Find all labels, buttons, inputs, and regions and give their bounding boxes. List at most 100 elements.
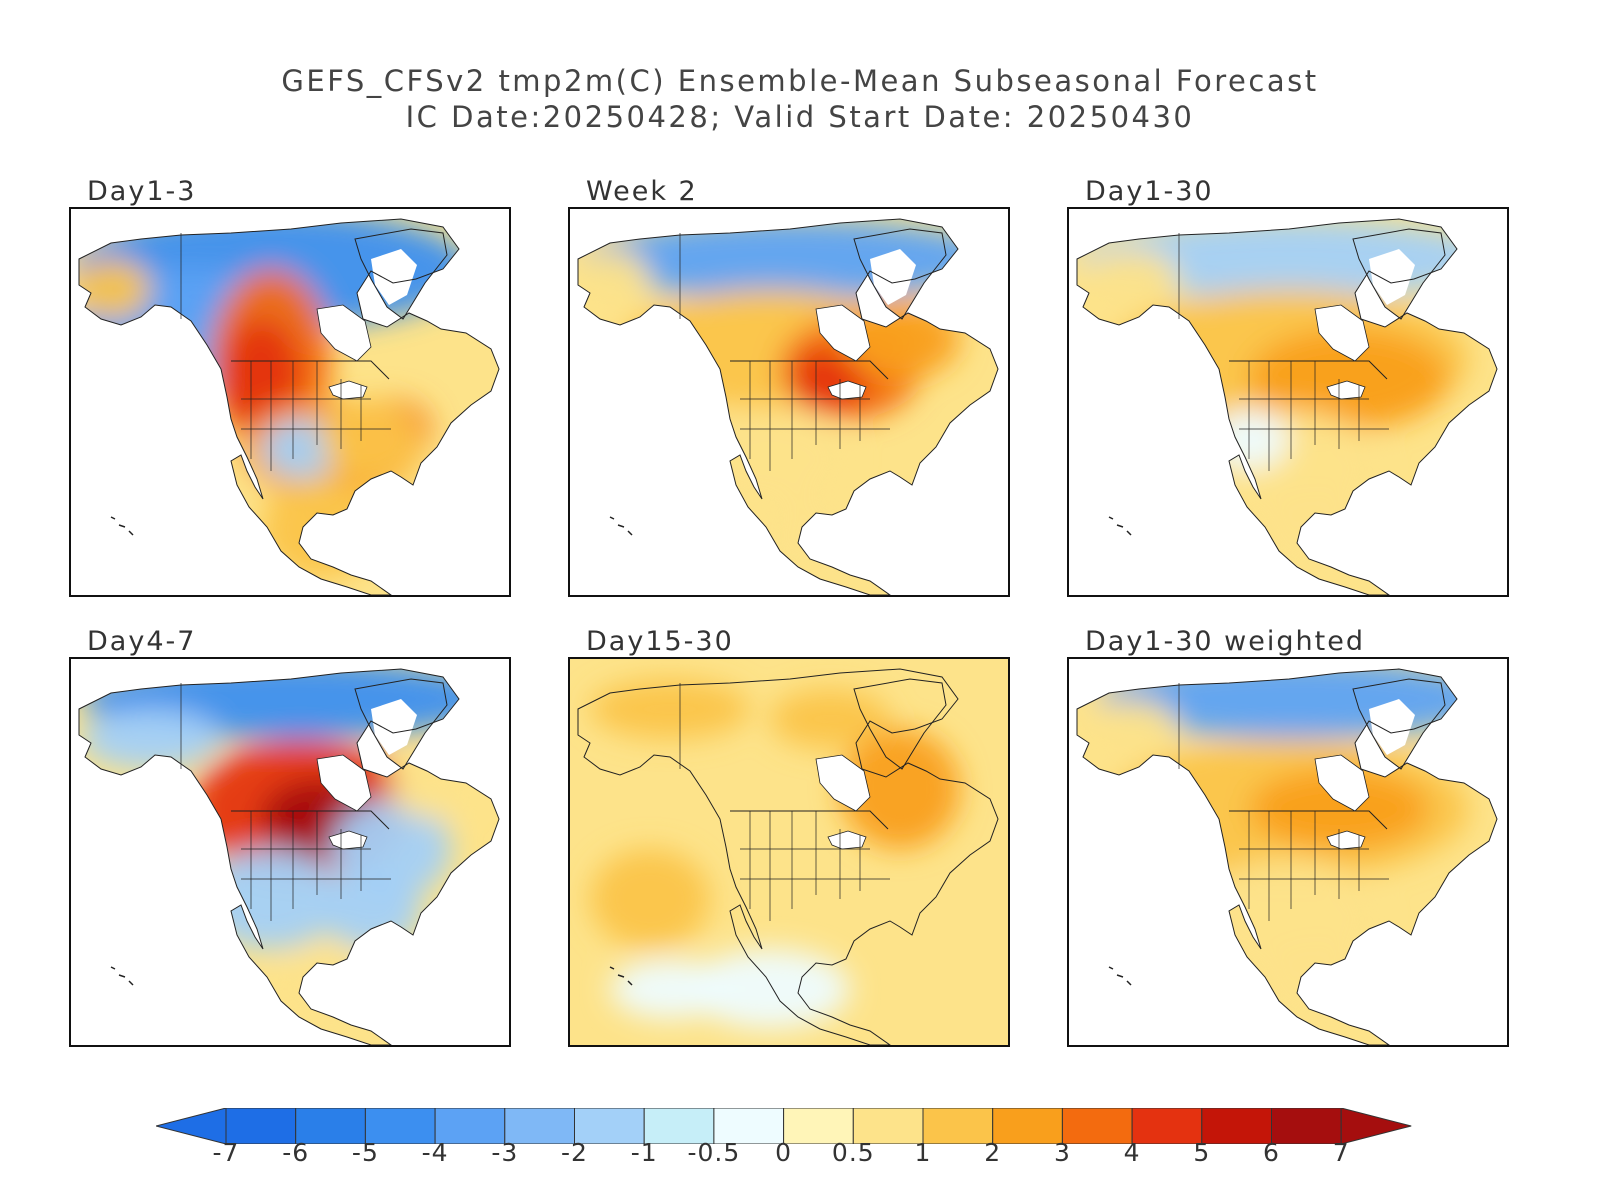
panel-label-week2: Week 2 — [586, 176, 698, 207]
great-lakes — [328, 380, 368, 400]
colorbar-segment — [852, 1108, 924, 1144]
colorbar-tick-label: -0.5 — [687, 1138, 741, 1167]
greenland-coastline — [354, 228, 448, 320]
map-panel-day4-7 — [69, 657, 511, 1047]
colorbar-tick-label: 4 — [1123, 1138, 1141, 1167]
hudson-bay — [815, 754, 871, 812]
panel-label-day15-30: Day15-30 — [586, 626, 734, 657]
greenland-coastline — [1352, 678, 1446, 770]
map-panel-day1-30 — [1067, 207, 1509, 597]
state-borders — [1178, 683, 1389, 921]
us-canada-border — [231, 810, 390, 830]
map-svg — [570, 659, 1008, 1045]
map-svg — [78, 668, 500, 1045]
map-svg — [1076, 218, 1498, 595]
state-borders — [679, 683, 890, 921]
state-borders — [180, 233, 391, 471]
anomaly-region — [271, 949, 391, 1029]
panel-label-day1-30: Day1-30 — [1085, 176, 1214, 207]
colorbar-segment — [574, 1108, 645, 1144]
colorbar-tick-label: 2 — [984, 1138, 1002, 1167]
chart-title: GEFS_CFSv2 tmp2m(C) Ensemble-Mean Subsea… — [281, 64, 1319, 98]
anomaly-field — [79, 219, 499, 595]
hudson-bay — [1314, 304, 1370, 362]
anomaly-region — [590, 849, 710, 949]
anomaly-region — [770, 689, 890, 749]
anomaly-region — [321, 869, 421, 949]
colorbar-tick-label: -2 — [561, 1138, 588, 1167]
anomaly-region — [81, 709, 221, 769]
colorbar-segment — [1271, 1108, 1342, 1144]
great-lakes — [328, 830, 368, 850]
greenland-interior — [371, 249, 417, 305]
anomaly-region — [590, 679, 750, 739]
map-panel-day1-3 — [69, 207, 511, 597]
colorbar-tick-label: 3 — [1053, 1138, 1071, 1167]
us-canada-border — [231, 360, 390, 380]
colorbar-segment — [713, 1108, 785, 1144]
hawaii-islands — [1108, 516, 1132, 536]
colorbar-tick-label: -3 — [491, 1138, 519, 1167]
anomaly-field — [578, 219, 998, 595]
colorbar-tick-label: -6 — [282, 1138, 310, 1167]
anomaly-region — [1079, 699, 1179, 759]
anomaly-region — [391, 759, 471, 819]
anomaly-region — [760, 499, 880, 579]
colorbar-segment — [434, 1108, 506, 1144]
colorbar-tick-label: 0.5 — [831, 1138, 875, 1167]
anomaly-region — [610, 959, 730, 1019]
chart-subtitle: IC Date:20250428; Valid Start Date: 2025… — [405, 100, 1195, 134]
anomaly-region — [261, 419, 341, 479]
colorbar-tick-label: -5 — [351, 1138, 379, 1167]
coastline — [1076, 668, 1498, 1045]
us-canada-border — [1229, 360, 1388, 380]
anomaly-region — [1259, 949, 1379, 1029]
colorbar-tick-label: 7 — [1332, 1138, 1350, 1167]
us-canada-border — [730, 360, 889, 380]
state-borders — [1178, 233, 1389, 471]
hawaii-islands — [609, 516, 633, 536]
anomaly-region — [840, 729, 960, 849]
anomaly-region — [578, 249, 650, 309]
us-canada-border — [730, 810, 889, 830]
coastline — [1076, 218, 1498, 595]
anomaly-region — [261, 479, 381, 579]
colorbar-tick-label: -7 — [212, 1138, 240, 1167]
hudson-bay — [316, 754, 372, 812]
anomaly-field — [1077, 669, 1497, 1045]
colorbar-tick-label: 6 — [1263, 1138, 1280, 1167]
colorbar-segment — [992, 1108, 1063, 1144]
colorbar-segment — [1201, 1108, 1273, 1144]
anomaly-field — [1077, 219, 1497, 595]
colorbar-segment — [225, 1108, 297, 1144]
map-svg — [577, 218, 999, 595]
state-borders — [180, 683, 391, 921]
colorbar-segment — [1061, 1108, 1133, 1144]
us-canada-border — [1229, 810, 1388, 830]
anomaly-field — [79, 669, 499, 1045]
hudson-bay — [815, 304, 871, 362]
colorbar-tick-label: 1 — [914, 1138, 932, 1167]
colorbar — [156, 1108, 1412, 1144]
anomaly-region — [1249, 329, 1449, 429]
colorbar-segment — [364, 1108, 436, 1144]
map-svg — [1076, 668, 1498, 1045]
great-lakes — [1326, 830, 1366, 850]
great-lakes — [827, 830, 867, 850]
coastline — [78, 668, 500, 1045]
colorbar-segment — [1131, 1108, 1203, 1144]
coastline — [577, 668, 999, 1045]
map-panel-day15-30 — [568, 657, 1010, 1047]
colorbar-tick-label: -1 — [630, 1138, 658, 1167]
hawaii-islands — [609, 966, 633, 986]
colorbar-segment — [922, 1108, 994, 1144]
panel-label-day4-7: Day4-7 — [87, 626, 197, 657]
panel-label-day1-3: Day1-3 — [87, 176, 197, 207]
greenland-interior — [870, 249, 916, 305]
anomaly-field — [570, 659, 1008, 1045]
great-lakes — [1326, 380, 1366, 400]
panel-label-day1-30-weighted: Day1-30 weighted — [1085, 626, 1365, 657]
map-panel-day1-30-weighted — [1067, 657, 1509, 1047]
coastline — [78, 218, 500, 595]
coastline — [577, 218, 999, 595]
